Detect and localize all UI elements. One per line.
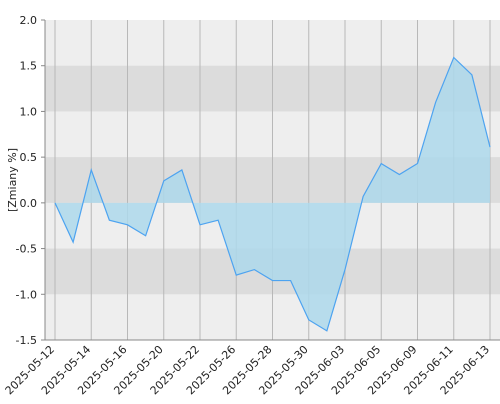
line xyxy=(54,56,491,332)
y-tick-label: 2.0 xyxy=(20,14,38,27)
y-tick-label: 1.5 xyxy=(20,60,38,73)
y-tick-label: 1.0 xyxy=(20,105,38,118)
y-tick-label: -1.5 xyxy=(16,334,37,347)
area xyxy=(55,57,490,331)
y-tick-label: -0.5 xyxy=(16,243,37,256)
y-tick-label: 0.0 xyxy=(20,197,38,210)
y-axis-title: [Zmiany %] xyxy=(6,148,19,212)
y-tick-label: -1.0 xyxy=(16,288,37,301)
y-tick-label: 0.5 xyxy=(20,151,38,164)
